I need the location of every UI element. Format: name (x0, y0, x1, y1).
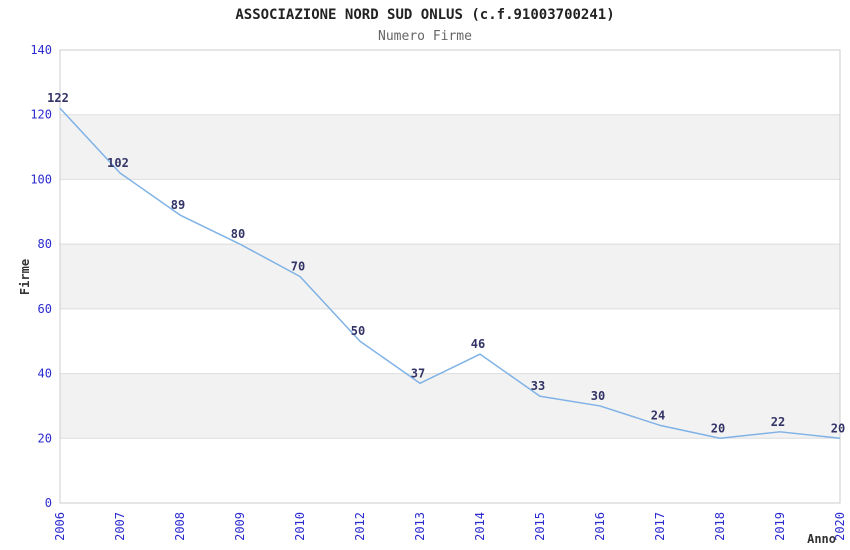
data-label: 102 (107, 156, 129, 170)
x-tick-label: 2008 (173, 512, 187, 541)
data-label: 20 (711, 421, 725, 435)
chart-title: ASSOCIAZIONE NORD SUD ONLUS (c.f.9100370… (235, 7, 614, 23)
data-label: 30 (591, 389, 605, 403)
x-tick-label: 2007 (113, 512, 127, 541)
x-tick-label: 2018 (713, 512, 727, 541)
x-tick-label: 2017 (653, 512, 667, 541)
y-tick-label: 0 (45, 496, 52, 510)
data-label: 22 (771, 415, 785, 429)
data-label: 37 (411, 366, 425, 380)
x-tick-label: 2006 (53, 512, 67, 541)
y-axis-title: Firme (18, 259, 32, 295)
y-tick-label: 60 (38, 302, 52, 316)
data-label: 33 (531, 379, 545, 393)
plot-border (59, 49, 841, 504)
x-tick-label: 2009 (233, 512, 247, 541)
chart-subtitle: Numero Firme (378, 29, 472, 44)
y-tick-label: 140 (30, 43, 52, 57)
y-tick-label: 40 (38, 367, 52, 381)
data-label: 80 (231, 227, 245, 241)
y-tick-label: 100 (30, 172, 52, 186)
data-label: 122 (47, 91, 69, 105)
y-tick-label: 80 (38, 237, 52, 251)
plot-band (60, 244, 840, 309)
x-tick-label: 2010 (293, 512, 307, 541)
data-label: 89 (171, 198, 185, 212)
x-tick-label: 2014 (473, 512, 487, 541)
x-tick-label: 2012 (353, 512, 367, 541)
data-label: 50 (351, 324, 365, 338)
y-tick-label: 120 (30, 108, 52, 122)
x-tick-label: 2019 (773, 512, 787, 541)
x-tick-label: 2016 (593, 512, 607, 541)
data-label: 20 (831, 421, 845, 435)
data-label: 24 (651, 408, 665, 422)
y-tick-label: 20 (38, 431, 52, 445)
data-label: 70 (291, 260, 305, 274)
x-tick-label: 2020 (833, 512, 847, 541)
plot-band (60, 373, 840, 439)
x-axis-title: Anno (807, 532, 836, 546)
data-label: 46 (471, 337, 485, 351)
x-tick-label: 2015 (533, 512, 547, 541)
series-line (59, 107, 841, 440)
plot-band (60, 114, 840, 180)
plot-area: 122 102 89 80 70 50 37 46 33 30 24 20 22 20 0 20 40 60 80 1… (30, 43, 847, 541)
x-tick-label: 2013 (413, 512, 427, 541)
